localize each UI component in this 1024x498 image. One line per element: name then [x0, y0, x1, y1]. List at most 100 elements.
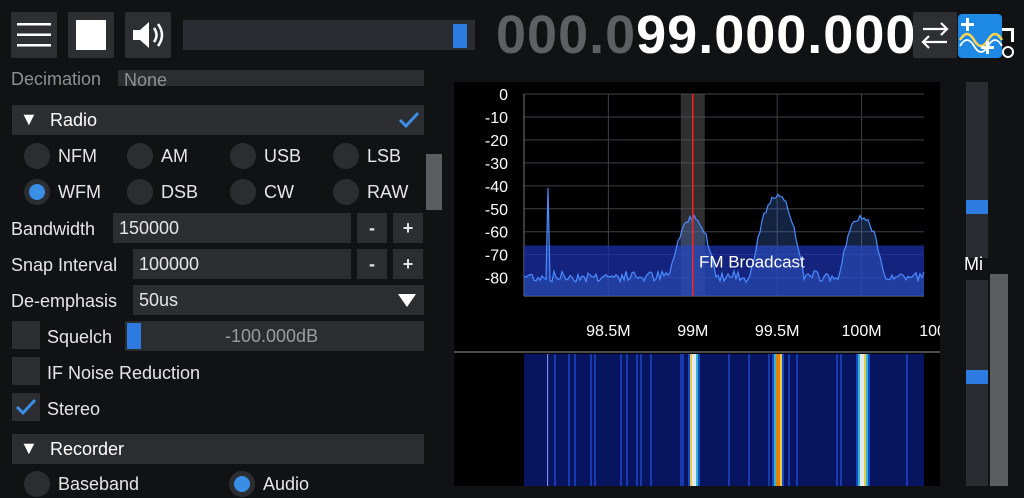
waterfall-column — [860, 354, 862, 486]
stereo-label: Stereo — [47, 399, 101, 419]
recorder-baseband-option[interactable]: Baseband — [24, 470, 184, 498]
stop-square-icon — [76, 20, 106, 50]
waterfall-column — [690, 354, 692, 486]
waterfall-column — [862, 354, 864, 486]
spectrum-trace — [523, 188, 925, 284]
fm-broadcast-band — [524, 245, 924, 296]
waterfall-column — [768, 354, 770, 486]
decimation-select[interactable]: None — [118, 70, 424, 90]
snap-interval-label: Snap Interval — [11, 255, 118, 275]
waterfall-column — [772, 354, 774, 486]
radio-button[interactable] — [24, 143, 50, 169]
bandwidth-minus-button[interactable]: - — [357, 213, 387, 243]
waterfall-column — [590, 354, 592, 486]
waterfall-column — [636, 354, 638, 486]
menu-button[interactable] — [11, 12, 57, 58]
mode-label: CW — [264, 182, 294, 202]
waterfall-column — [780, 354, 782, 486]
volume-slider[interactable] — [183, 20, 475, 50]
freq-tick-label: 99.5M — [755, 323, 799, 340]
db-tick-label: -80 — [485, 271, 508, 288]
collapse-triangle-icon: ▼ — [20, 109, 38, 129]
if-noise-reduction-checkbox[interactable] — [12, 357, 40, 385]
frequency-display[interactable]: 000.099.000.000 — [496, 0, 916, 70]
fft-max-slider[interactable] — [966, 82, 988, 258]
recorder-section-header[interactable]: ▼ Recorder — [12, 434, 424, 464]
radio-button[interactable] — [24, 471, 50, 497]
mode-option-lsb[interactable]: LSB — [333, 142, 428, 172]
squelch-value: -100.000dB — [225, 326, 319, 346]
db-tick-label: -50 — [485, 202, 508, 219]
radio-button[interactable] — [230, 179, 256, 205]
fft-max-slider-handle[interactable] — [966, 200, 988, 214]
waterfall-column — [782, 354, 784, 486]
frequency-leading-digits: 000.0 — [496, 5, 637, 65]
squelch-checkbox[interactable] — [12, 321, 40, 349]
snap-plus-button[interactable]: + — [393, 249, 423, 279]
waterfall-column — [568, 354, 570, 486]
right-scrollbar[interactable] — [990, 274, 1008, 486]
radio-button[interactable] — [127, 143, 153, 169]
mode-label: LSB — [367, 146, 402, 166]
mode-option-raw[interactable]: RAW — [333, 178, 428, 208]
bandwidth-input[interactable]: 150000 — [113, 213, 351, 243]
waterfall-column — [788, 354, 790, 486]
waterfall-column — [836, 354, 838, 486]
waterfall-column — [778, 354, 780, 486]
mode-option-dsb[interactable]: DSB — [127, 178, 222, 208]
waterfall-column — [856, 354, 858, 486]
mode-option-am[interactable]: AM — [127, 142, 222, 172]
radio-button[interactable] — [333, 143, 359, 169]
snap-minus-button[interactable]: - — [357, 249, 387, 279]
settings-scrollbar[interactable] — [426, 154, 442, 210]
radio-button[interactable] — [230, 143, 256, 169]
radio-enabled-check-icon[interactable] — [394, 105, 424, 135]
sdr-app-icon[interactable] — [958, 14, 1020, 58]
decimation-value: None — [124, 70, 168, 90]
checkmark-icon — [15, 398, 37, 416]
mode-option-wfm[interactable]: WFM — [24, 178, 119, 208]
radio-button[interactable] — [333, 179, 359, 205]
db-tick-label: -10 — [485, 110, 508, 127]
mute-button[interactable] — [125, 12, 171, 58]
db-tick-label: -70 — [485, 248, 508, 265]
waterfall-column — [864, 354, 866, 486]
mode-label: AM — [161, 146, 188, 166]
recorder-audio-option[interactable]: Audio — [229, 470, 389, 498]
bandwidth-plus-button[interactable]: + — [393, 213, 423, 243]
radio-button[interactable] — [127, 179, 153, 205]
swap-button[interactable] — [913, 12, 957, 58]
spectrum-waterfall[interactable]: 0 -10 -20 -30 -40 -50 -60 -70 -80 98.5M 99M 99.5M 10… — [454, 82, 940, 486]
db-tick-label: -30 — [485, 156, 508, 173]
settings-panel[interactable]: Decimation None ▼ Radio NFM AM USB LSB WFM DS… — [0, 70, 440, 498]
waterfall-column — [748, 354, 750, 486]
squelch-slider-handle[interactable] — [127, 323, 141, 349]
waterfall-column — [866, 354, 868, 486]
de-emphasis-select[interactable]: 50us — [133, 285, 424, 315]
spectrum-fill — [524, 188, 924, 296]
waterfall-column — [840, 354, 842, 486]
mode-option-nfm[interactable]: NFM — [24, 142, 119, 172]
waterfall-column — [574, 354, 576, 486]
stop-button[interactable] — [68, 12, 114, 58]
stereo-checkbox[interactable] — [12, 393, 40, 421]
hamburger-menu-icon — [17, 23, 51, 47]
fft-min-slider[interactable] — [966, 280, 988, 486]
fft-min-label: Mi — [964, 254, 983, 274]
spectrum-plot[interactable]: 0 -10 -20 -30 -40 -50 -60 -70 -80 98.5M 99M 99.5M 10… — [454, 82, 940, 486]
volume-slider-handle[interactable] — [453, 24, 467, 48]
radio-button[interactable] — [24, 179, 50, 205]
snap-interval-input[interactable]: 100000 — [133, 249, 351, 279]
waterfall-column — [640, 354, 642, 486]
squelch-slider[interactable]: -100.000dB — [125, 321, 424, 351]
radio-section-header[interactable]: ▼ Radio — [12, 105, 424, 135]
fft-min-slider-handle[interactable] — [966, 370, 988, 384]
radio-button[interactable] — [229, 471, 255, 497]
snap-interval-value: 100000 — [139, 254, 200, 274]
waterfall-column — [906, 354, 908, 486]
waterfall-column — [594, 354, 596, 486]
mode-option-cw[interactable]: CW — [230, 178, 325, 208]
freq-tick-label: 98.5M — [586, 323, 630, 340]
recorder-section-title: Recorder — [50, 439, 125, 459]
mode-option-usb[interactable]: USB — [230, 142, 325, 172]
